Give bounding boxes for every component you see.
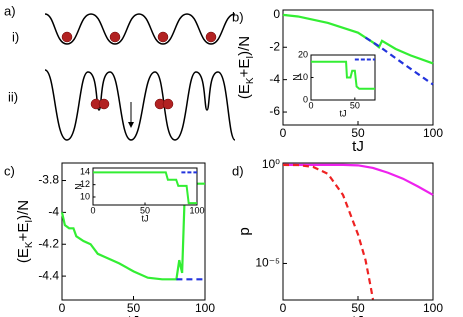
y-tick-label: -4.4	[38, 268, 59, 282]
x-axis-label: tJ	[352, 138, 364, 155]
y-axis-label: N	[73, 183, 83, 190]
x-tick-label: 0	[59, 301, 66, 315]
x-tick-label: 0	[280, 301, 287, 315]
y-axis-label-part: K	[245, 77, 256, 84]
series-line	[282, 163, 375, 300]
y-tick-label: 14	[80, 167, 90, 177]
particles	[61, 31, 217, 43]
y-axis-label-part: (E	[15, 248, 32, 263]
panel: c) 0 50 100 -3.8 -4 -4.2 -4.4 tJ (EK+EI)/N 0 50 100 1…	[4, 162, 215, 317]
y-axis-label: N	[291, 74, 301, 81]
panel-label: d)	[232, 163, 244, 178]
panel-label: b)	[232, 9, 244, 24]
inset: 0 50 0 10 20 tJ N	[291, 49, 376, 118]
row-label: ii)	[8, 89, 18, 104]
panel: b) 0 50 100 0 -2 -4 -6 tJ (EK+EI)/N 0 50 0 10 20 tJ N	[232, 7, 443, 155]
panel-label: c)	[4, 163, 15, 178]
y-tick-label: 10	[80, 191, 90, 201]
x-tick-label: 100	[189, 205, 204, 215]
inset: 0 50 100 10 12 14 tJ N	[73, 167, 204, 224]
x-tick-label: 100	[195, 301, 215, 315]
x-tick-label: 50	[351, 126, 365, 140]
y-axis-label-part: )/N	[236, 36, 253, 56]
y-tick-label: -4.2	[38, 236, 59, 250]
lattice-potential	[44, 13, 236, 45]
arrow-head	[128, 122, 134, 128]
panel-a: a) i) ii)	[4, 3, 236, 141]
y-axis-label-part: I	[24, 220, 35, 223]
y-tick-label: -6	[269, 104, 280, 118]
y-axis-label-part: )/N	[15, 200, 32, 220]
x-axis-label: tJ	[339, 108, 346, 118]
series-line	[283, 163, 434, 196]
x-axis-label: tJ	[128, 313, 140, 317]
series-line	[364, 36, 434, 86]
particles	[90, 98, 174, 110]
series-line	[60, 182, 205, 281]
x-tick-label: 100	[423, 126, 443, 140]
y-axis-label-part: +E	[15, 223, 32, 242]
panel: d) 0 50 100 10⁰ 10⁻⁵ tJ p	[232, 157, 443, 317]
y-axis-label: (EK+EI)/N	[236, 36, 256, 99]
y-tick-label: 0	[303, 94, 308, 104]
x-tick-label: 100	[423, 301, 443, 315]
y-tick-label: -2	[269, 39, 280, 53]
y-tick-label: 10⁰	[262, 157, 280, 171]
y-tick-label: 20	[298, 49, 308, 59]
y-tick-label: 10⁻⁵	[255, 256, 280, 270]
x-tick-label: 50	[140, 205, 150, 215]
x-tick-label: 0	[90, 205, 95, 215]
series-line	[311, 60, 375, 90]
y-tick-label: -4	[48, 205, 59, 219]
x-tick-label: 50	[127, 301, 141, 315]
panel-label: a)	[4, 3, 16, 18]
x-tick-label: 0	[280, 126, 287, 140]
y-tick-label: -4	[269, 72, 280, 86]
y-axis-label-part: +E	[236, 59, 253, 78]
double-well-potential	[44, 69, 236, 141]
x-tick-label: 50	[350, 100, 360, 110]
y-tick-label: 10	[298, 72, 308, 82]
y-axis-label-part: (E	[236, 84, 253, 99]
x-axis-label: tJ	[352, 313, 364, 317]
series-line	[93, 171, 197, 205]
y-tick-label: -3.8	[38, 173, 59, 187]
y-axis-label-part: I	[245, 56, 256, 59]
y-tick-label: 0	[273, 7, 280, 21]
x-tick-label: 50	[351, 301, 365, 315]
x-tick-label: 0	[308, 100, 313, 110]
y-axis-label: p	[236, 227, 253, 235]
y-axis-label-part: K	[24, 241, 35, 248]
x-axis-label: tJ	[141, 213, 148, 223]
y-tick-label: 12	[80, 179, 90, 189]
row-label: i)	[12, 29, 19, 44]
y-axis-label: (EK+EI)/N	[15, 200, 35, 263]
